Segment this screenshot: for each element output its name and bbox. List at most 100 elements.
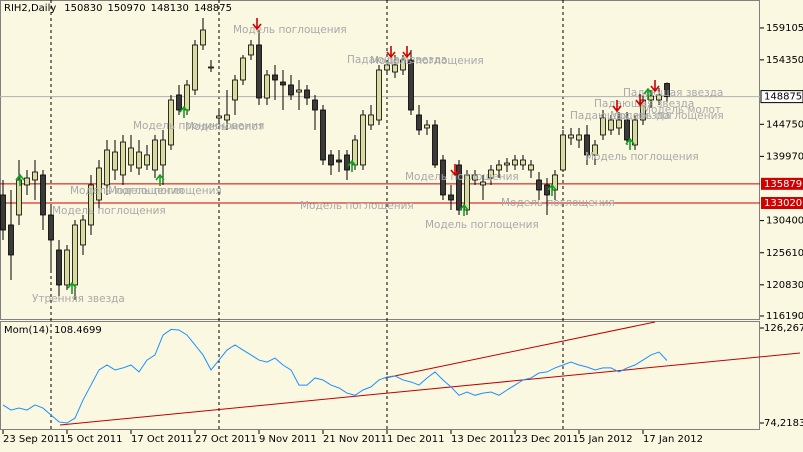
x-tick-label: 1 Dec 2011: [387, 434, 445, 445]
candle-body: [160, 139, 166, 166]
candle-body: [472, 174, 478, 181]
x-tick-label: 5 Jan 2012: [579, 434, 633, 445]
candle-body: [256, 44, 262, 99]
buy-arrow: [179, 105, 189, 118]
candle-body: [544, 184, 550, 196]
pattern-label: Утренняя звезда: [32, 293, 125, 305]
trend-line: [384, 321, 656, 379]
candle-body: [152, 139, 158, 171]
candle-body: [32, 171, 38, 181]
pattern-label: Модель поглощения: [370, 55, 484, 67]
candle-body: [56, 249, 62, 286]
candle-body: [200, 29, 206, 46]
pattern-label: Модель поглощения: [108, 185, 222, 197]
y-tick-label: 144750: [766, 119, 803, 130]
candle-body: [272, 74, 278, 81]
pattern-label: Модель поглощения: [52, 205, 166, 217]
buy-arrow: [155, 173, 165, 186]
candle-body: [240, 57, 246, 81]
candle-body: [624, 119, 630, 141]
y-tick-label: 116190: [766, 311, 803, 322]
x-tick-label: 13 Dec 2011: [451, 434, 515, 445]
pattern-label: Модель поглощения: [501, 197, 615, 209]
pattern-label: Модель молот: [185, 121, 264, 133]
candle-body: [184, 84, 190, 111]
y-tick-label: 125610: [766, 248, 803, 259]
candle-body: [24, 177, 30, 186]
candle-body: [560, 134, 566, 171]
candle-body: [224, 114, 230, 121]
level-label-box: [761, 197, 803, 210]
candle-body: [368, 114, 374, 126]
pattern-label: Модель поглощения: [233, 24, 347, 36]
pattern-label: Модель поглощения: [70, 185, 184, 197]
candle-body: [536, 179, 542, 191]
candle-body: [600, 117, 606, 136]
candle-body: [264, 74, 270, 99]
x-tick-label: 23 Sep 2011: [3, 434, 66, 445]
x-tick-label: 17 Jan 2012: [643, 434, 703, 445]
last-high: 150970: [107, 3, 145, 14]
buy-arrow: [643, 87, 653, 100]
candle-body: [528, 164, 534, 171]
pattern-label: Модель проникновения: [133, 120, 264, 132]
x-tick-label: 27 Oct 2011: [195, 434, 257, 445]
candle-body: [400, 59, 406, 71]
buy-arrow: [15, 173, 25, 186]
candle-body: [328, 154, 334, 166]
sell-arrow: [635, 94, 645, 107]
candle-body: [480, 181, 486, 186]
candle-body: [96, 167, 102, 201]
candle-body: [8, 224, 14, 256]
candle-body: [296, 89, 302, 93]
y-tick-label: 139970: [766, 151, 803, 162]
candle-body: [432, 124, 438, 166]
candle-body: [168, 99, 174, 146]
candle-body: [320, 109, 326, 161]
sell-arrow: [650, 80, 660, 93]
symbol: RIH2,Daily: [4, 3, 56, 14]
candle-body: [424, 124, 430, 129]
sell-arrow: [402, 46, 412, 59]
candle-body: [392, 64, 398, 73]
candle-body: [584, 134, 590, 156]
y-tick-label: 130400: [766, 216, 803, 227]
level-label: 135879: [764, 179, 802, 190]
pattern-label: Модель поглощения: [610, 110, 724, 122]
candle-body: [576, 134, 582, 141]
candle-body: [216, 115, 222, 119]
sell-arrow: [252, 18, 262, 31]
pattern-label: Падающая звезда: [570, 110, 670, 122]
candle-body: [112, 151, 118, 171]
y-tick-label: 154350: [766, 55, 803, 66]
sell-arrow: [612, 100, 622, 113]
y-tick-label: 126,2678: [764, 323, 803, 334]
candle-body: [280, 81, 286, 86]
y-tick-label: 120830: [766, 280, 803, 291]
candle-body: [312, 99, 318, 111]
x-tick-label: 9 Nov 2011: [259, 434, 317, 445]
candle-body: [208, 66, 214, 69]
candle-body: [80, 219, 86, 246]
buy-arrow: [459, 203, 469, 216]
chart-header: RIH2,Daily 150830 150970 148130 148875: [4, 3, 232, 14]
indicator-header: Mom(14) 108.4699: [4, 325, 102, 336]
candle-body: [144, 154, 150, 166]
candle-body: [88, 184, 94, 226]
candle-body: [232, 79, 238, 101]
candle-body: [376, 69, 382, 121]
candle-body: [192, 44, 198, 91]
candle-body: [408, 59, 414, 111]
sell-arrow: [386, 46, 396, 59]
candle-body: [120, 141, 126, 176]
candle-body: [336, 159, 342, 163]
candle-body: [496, 164, 502, 171]
y-tick-label: 74,2183: [764, 418, 803, 429]
candle-body: [520, 159, 526, 166]
pattern-label: Модель поглощения: [585, 151, 699, 163]
pattern-label: Модель молот: [642, 104, 721, 116]
level-label-box: [761, 177, 803, 190]
candle-body: [176, 94, 182, 111]
x-tick-label: 21 Nov 2011: [323, 434, 387, 445]
